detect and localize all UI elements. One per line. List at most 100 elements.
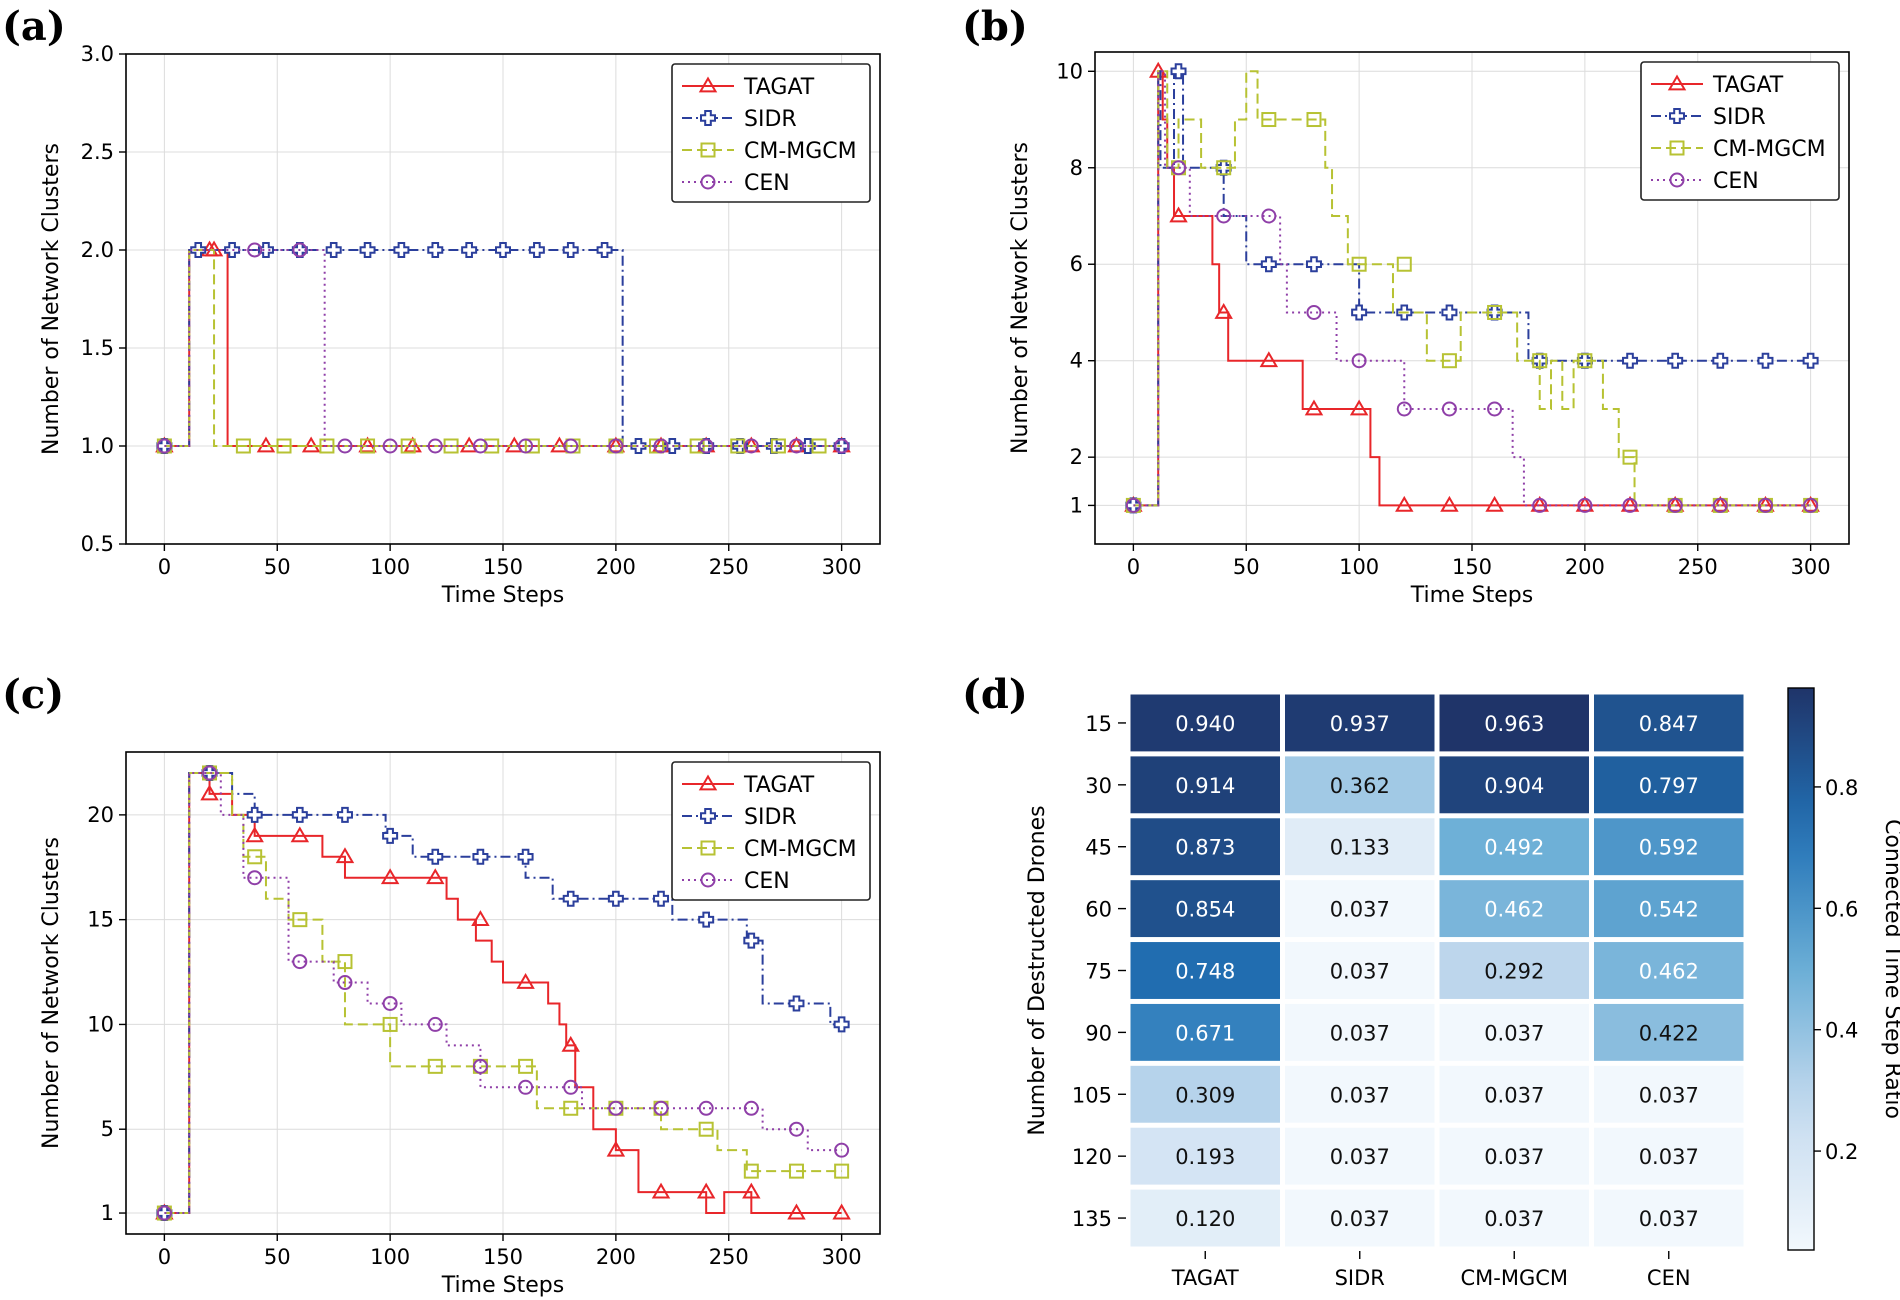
heatmap-cell — [1439, 694, 1589, 752]
heatmap-cell-label: 0.037 — [1330, 1145, 1390, 1169]
data-marker-cen — [608, 438, 624, 454]
heatmap-cell — [1130, 1127, 1280, 1185]
data-marker-cen — [1577, 497, 1593, 513]
data-marker-cen — [698, 438, 714, 454]
data-marker-tagat — [1440, 495, 1459, 512]
data-marker-tagat — [358, 436, 377, 453]
heatmap-cell-label: 0.904 — [1484, 774, 1544, 798]
data-marker-tagat — [245, 826, 264, 843]
heatmap-cell-label: 0.748 — [1175, 960, 1235, 984]
legend-label: CEN — [1713, 169, 1759, 194]
data-marker-cen — [743, 438, 759, 454]
data-marker-cen — [247, 870, 263, 886]
data-marker-cm-mgcm — [1306, 112, 1322, 128]
heatmap-cell-label: 0.422 — [1639, 1021, 1699, 1045]
x-tick-label: 100 — [370, 555, 410, 579]
data-marker-cm-mgcm — [1396, 256, 1412, 272]
series-line-tagat — [1133, 70, 1811, 507]
series-line-cen — [164, 249, 842, 447]
heatmap-cell-label: 0.037 — [1639, 1207, 1699, 1231]
heatmap-cell — [1285, 1065, 1435, 1123]
data-marker-cm-mgcm — [698, 1121, 714, 1137]
data-marker-tagat — [1169, 206, 1188, 223]
legend-swatch-marker — [700, 174, 716, 190]
heatmap-cell — [1130, 942, 1280, 999]
data-marker-cm-mgcm — [1441, 353, 1457, 369]
heatmap-cell-label: 0.120 — [1175, 1207, 1235, 1231]
heatmap-cell — [1594, 818, 1744, 876]
x-tick-label: 150 — [483, 555, 523, 579]
data-marker-sidr — [291, 806, 308, 823]
heatmap-cell — [1285, 1127, 1435, 1185]
data-marker-cen — [1306, 304, 1322, 320]
column-label: TAGAT — [1171, 1266, 1239, 1290]
heatmap-cell — [1594, 756, 1744, 814]
heatmap-cell-label: 0.309 — [1175, 1083, 1235, 1107]
data-marker-cm-mgcm — [1487, 304, 1503, 320]
heatmap-cell — [1439, 818, 1589, 876]
heatmap-cell-label: 0.940 — [1175, 712, 1235, 736]
data-marker-sidr — [596, 242, 613, 258]
x-axis-label: Time Steps — [441, 1273, 564, 1298]
legend-swatch-marker — [700, 142, 716, 158]
data-marker-cen — [156, 438, 172, 454]
data-marker-cen — [337, 438, 353, 454]
data-marker-tagat — [787, 1203, 806, 1220]
data-marker-cen — [382, 995, 398, 1011]
data-marker-cm-mgcm — [484, 438, 500, 454]
legend-label: CM-MGCM — [744, 139, 857, 164]
row-label: 60 — [1085, 898, 1112, 922]
x-tick-label: 0 — [158, 1245, 171, 1269]
legend-label: TAGAT — [1712, 73, 1784, 98]
legend-swatch-marker — [1669, 140, 1685, 156]
data-marker-sidr — [224, 242, 241, 258]
heatmap-cell-label: 0.037 — [1639, 1083, 1699, 1107]
heatmap-cell-label: 0.542 — [1639, 898, 1699, 922]
heatmap-cell — [1439, 942, 1589, 999]
x-tick-label: 300 — [822, 555, 862, 579]
data-marker-tagat — [1485, 495, 1504, 512]
data-marker-tagat — [1214, 302, 1233, 319]
data-marker-sidr — [1441, 304, 1458, 321]
data-marker-tagat — [1575, 495, 1595, 512]
y-tick-label: 1 — [101, 1201, 114, 1225]
data-marker-cen — [247, 242, 263, 258]
colorbar-tick-label: 0.2 — [1825, 1140, 1858, 1164]
heatmap-cell-label: 0.592 — [1639, 836, 1699, 860]
heatmap-cell-label: 0.037 — [1330, 1207, 1390, 1231]
row-label: 30 — [1085, 774, 1112, 798]
data-marker-sidr — [528, 242, 545, 258]
data-marker-tagat — [606, 1140, 626, 1157]
data-marker-cm-mgcm — [1351, 256, 1367, 272]
data-marker-sidr — [833, 1016, 850, 1033]
data-marker-cen — [427, 1016, 443, 1032]
legend-label: SIDR — [744, 805, 797, 830]
heatmap-cell — [1130, 756, 1280, 814]
data-marker-sidr — [1757, 352, 1774, 369]
x-tick-label: 0 — [158, 555, 171, 579]
data-marker-sidr — [382, 827, 399, 844]
heatmap-cell-label: 0.133 — [1330, 836, 1390, 860]
y-tick-label: 3.0 — [81, 42, 114, 66]
data-marker-sidr — [427, 848, 444, 865]
data-marker-tagat — [1756, 495, 1775, 512]
data-marker-cen — [1712, 497, 1728, 513]
heatmap-cell-label: 0.037 — [1330, 898, 1390, 922]
heatmap-cell-label: 0.462 — [1484, 898, 1544, 922]
data-marker-sidr — [562, 242, 579, 258]
legend-label: CEN — [744, 171, 790, 196]
heatmap-cell-label: 0.873 — [1175, 836, 1235, 860]
data-marker-cm-mgcm — [563, 1100, 579, 1116]
data-marker-sidr — [607, 890, 624, 907]
data-marker-cm-mgcm — [743, 1163, 759, 1179]
heatmap-cell — [1594, 942, 1744, 999]
heatmap-cell — [1130, 1003, 1280, 1061]
data-marker-sidr — [517, 848, 534, 865]
data-marker-cen — [1125, 497, 1141, 513]
heatmap-cell-label: 0.492 — [1484, 836, 1544, 860]
data-marker-cen — [834, 438, 850, 454]
heatmap-cell — [1285, 694, 1435, 752]
y-tick-label: 20 — [87, 803, 114, 827]
